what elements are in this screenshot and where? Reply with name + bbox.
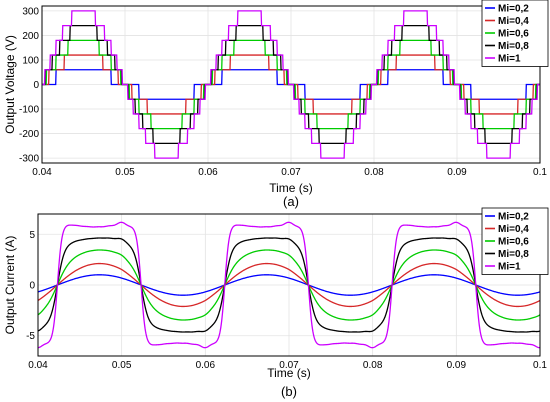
y-tick-label: 0 <box>29 281 35 292</box>
x-tick-label: 0.05 <box>115 167 135 178</box>
x-tick-label: 0.09 <box>447 360 467 371</box>
x-axis-label: Time (s) <box>269 181 313 195</box>
y-tick-label: 5 <box>29 230 35 241</box>
x-tick-label: 0.1 <box>533 360 547 371</box>
y-tick-label: -5 <box>26 331 35 342</box>
y-tick-label: -200 <box>19 129 39 140</box>
legend-entry: Mi=0,8 <box>498 249 529 260</box>
series-line-1 <box>38 274 540 296</box>
x-tick-label: 0.08 <box>363 360 383 371</box>
y-tick-label: 200 <box>22 31 39 42</box>
x-tick-label: 0.09 <box>447 167 467 178</box>
y-axis-label: Output Voltage (V) <box>3 35 17 134</box>
series-group-a <box>42 10 540 159</box>
y-axis-label: Output Current (A) <box>3 236 17 335</box>
x-axis-label: Time (s) <box>267 366 311 380</box>
legend-entry: Mi=0,2 <box>498 212 529 223</box>
series-line-3 <box>38 249 540 321</box>
x-tick-label: 0.1 <box>533 167 547 178</box>
legend-entry: Mi=0,4 <box>498 224 529 235</box>
series-line-5 <box>42 10 540 159</box>
series-group-b <box>38 221 540 349</box>
legend: Mi=0,2Mi=0,4 Mi=0,6Mi=0,8 Mi=1 <box>481 0 549 67</box>
x-tick-label: 0.06 <box>198 167 218 178</box>
legend-entry: Mi=1 <box>498 54 521 65</box>
y-tick-label: 0 <box>33 80 39 91</box>
x-tick-label: 0.07 <box>279 360 299 371</box>
y-tick-label: 100 <box>22 55 39 66</box>
y-tick-label: -300 <box>19 154 39 165</box>
x-tick-label: 0.04 <box>32 167 52 178</box>
series-line-4 <box>38 237 540 333</box>
legend-entry: Mi=0,8 <box>498 41 529 52</box>
series-line-2 <box>38 262 540 308</box>
y-tick-label: -100 <box>19 105 39 116</box>
legend-entry: Mi=0,4 <box>498 16 529 27</box>
plot-frame-b <box>37 213 541 357</box>
legend-entry: Mi=0,6 <box>498 29 529 40</box>
plot-frame-a <box>41 5 541 164</box>
y-tick-label: 300 <box>22 6 39 17</box>
x-tick-label: 0.08 <box>364 167 384 178</box>
series-line-5 <box>38 221 540 349</box>
x-tick-label: 0.05 <box>112 360 132 371</box>
legend: Mi=0,2Mi=0,4 Mi=0,6Mi=0,8 Mi=1 <box>481 207 549 275</box>
legend-entry: Mi=0,2 <box>498 4 529 15</box>
chart-a: 0.04 0.05 0.06 0.07 0.08 0.09 0.1 -300 -200 -100 0… <box>3 0 549 209</box>
subfigure-caption: (b) <box>281 384 297 399</box>
x-tick-label: 0.04 <box>28 360 48 371</box>
x-tick-label: 0.07 <box>281 167 301 178</box>
subfigure-caption: (a) <box>283 194 299 209</box>
legend-entry: Mi=0,6 <box>498 237 529 248</box>
x-tick-label: 0.06 <box>196 360 216 371</box>
legend-entry: Mi=1 <box>498 262 521 273</box>
chart-b: 0.04 0.05 0.06 0.07 0.08 0.09 0.1 -5 0 5 Time (s) O… <box>3 207 549 399</box>
